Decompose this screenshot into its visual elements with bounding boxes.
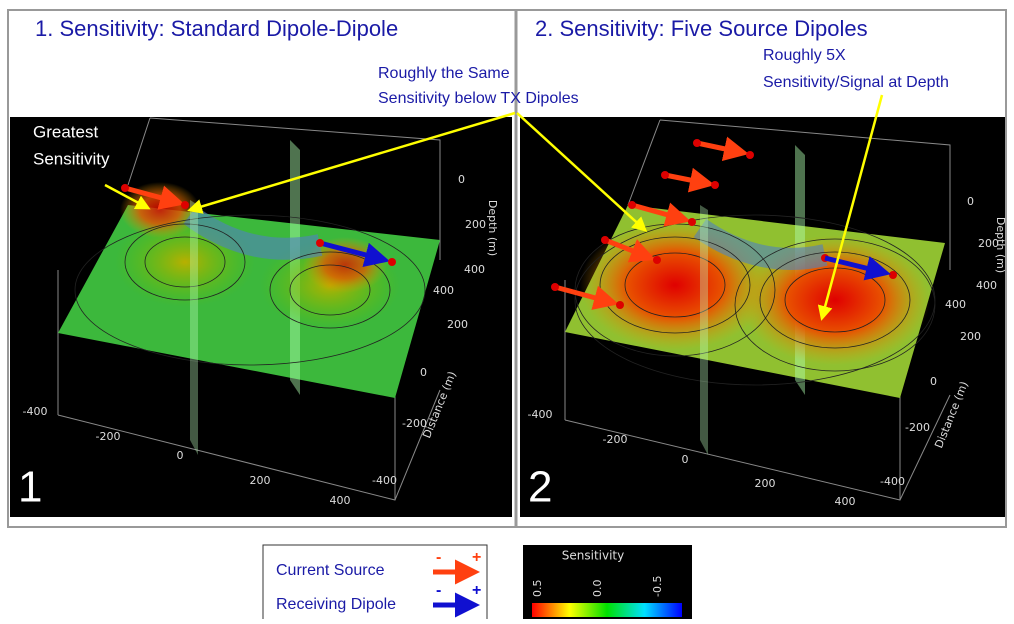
slice <box>190 200 198 455</box>
depth-tick-label: 0 <box>458 173 465 186</box>
annotation: Sensitivity below TX Dipoles <box>378 90 579 107</box>
distance-tick-label: 0 <box>930 375 937 388</box>
depth-tick-label: 400 <box>976 279 997 292</box>
legend-label: Current Source <box>276 562 385 579</box>
legend-sign: + <box>472 549 481 566</box>
x-tick-label: 200 <box>250 474 271 487</box>
distance-tick-label: -200 <box>905 421 930 434</box>
contours <box>74 214 426 366</box>
distance-tick-label: -200 <box>402 417 427 430</box>
legend-sign: + <box>472 582 481 599</box>
legend-sign: - <box>436 549 441 566</box>
legend <box>262 544 488 624</box>
pointers <box>187 94 884 321</box>
electrode <box>181 201 189 209</box>
depth-tick-label: 200 <box>978 237 999 250</box>
distance-tick-label: 200 <box>447 318 468 331</box>
electrode <box>316 239 324 247</box>
annotation: Roughly the Same <box>378 65 510 82</box>
depth-tick-label: 200 <box>465 218 486 231</box>
panel-title: 1. Sensitivity: Standard Dipole-Dipole <box>35 16 398 41</box>
colorbar <box>532 603 682 617</box>
distance-tick-label: 200 <box>960 330 981 343</box>
x-tick-label: -200 <box>603 433 628 446</box>
x-tick-label: -200 <box>96 430 121 443</box>
distance-tick-label: 400 <box>433 284 454 297</box>
x-tick-label: -400 <box>528 408 553 421</box>
electrode <box>388 258 396 266</box>
pointer <box>104 183 151 210</box>
depth-label: Depth (m) <box>486 200 499 256</box>
box <box>57 117 441 501</box>
annotation: Sensitivity <box>33 149 110 168</box>
band <box>693 218 828 270</box>
contours <box>574 214 936 386</box>
x-tick-label: 200 <box>755 477 776 490</box>
colorbar-tick: 0.0 <box>591 580 604 598</box>
receiver-arrow <box>319 240 390 268</box>
panel-number: 1 <box>18 463 42 512</box>
distance-tick-label: 400 <box>945 298 966 311</box>
annotation: Sensitivity/Signal at Depth <box>763 74 949 91</box>
x-tick-label: 0 <box>177 449 184 462</box>
panel-number: 2 <box>528 463 552 512</box>
depth-label: Depth (m) <box>994 217 1007 273</box>
annotation: Roughly 5X <box>763 47 846 64</box>
source-arrow <box>124 185 185 210</box>
source-arrows <box>554 136 749 310</box>
colorbar-title: Sensitivity <box>562 549 624 563</box>
panel-title: 2. Sensitivity: Five Source Dipoles <box>535 16 868 41</box>
x-tick-label: 0 <box>682 453 689 466</box>
box <box>564 119 951 501</box>
colorbar-tick: 0.5 <box>531 580 544 598</box>
electrodes <box>551 139 897 309</box>
legend-label: Receiving Dipole <box>276 596 396 613</box>
receiver-arrow <box>824 255 891 281</box>
distance-tick-label: -400 <box>372 474 397 487</box>
band <box>183 206 323 260</box>
annotation: Greatest <box>33 122 98 141</box>
distance-tick-label: 0 <box>420 366 427 379</box>
distance-tick-label: -400 <box>880 475 905 488</box>
legend-sign: - <box>436 582 441 599</box>
depth-tick-label: 0 <box>967 195 974 208</box>
depth-tick-label: 400 <box>464 263 485 276</box>
colorbar-tick: -0.5 <box>651 576 664 597</box>
electrode <box>121 184 129 192</box>
x-tick-label: -400 <box>23 405 48 418</box>
slice <box>700 205 708 455</box>
x-tick-label: 400 <box>330 494 351 507</box>
x-tick-label: 400 <box>835 495 856 508</box>
frame <box>7 9 1007 528</box>
